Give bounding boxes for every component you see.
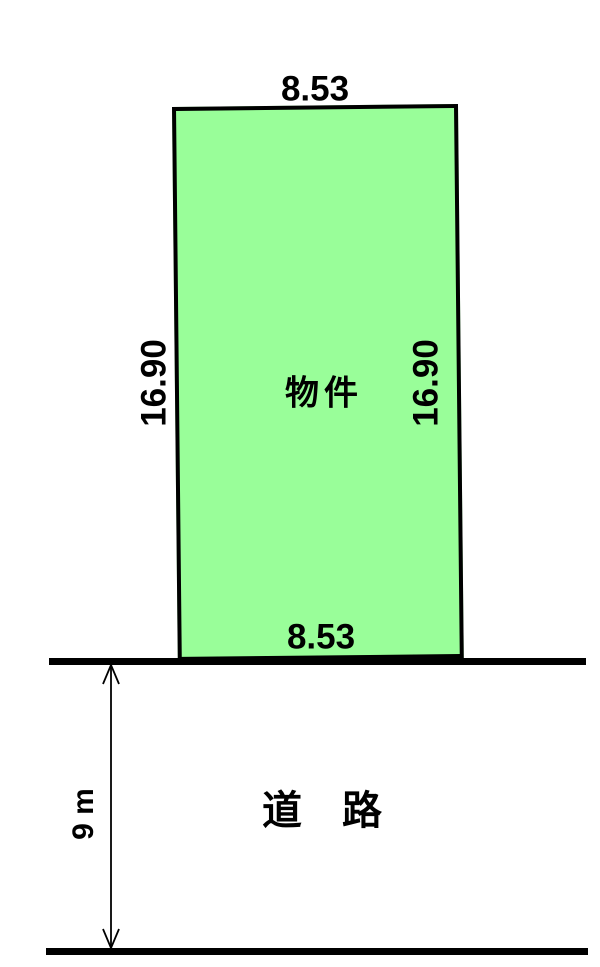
- bottom-frontage-dimension: 8.53: [286, 617, 356, 657]
- road-width-arrow-icon: [102, 663, 120, 950]
- road-width-dimension: 9 m: [67, 788, 100, 840]
- road-edge-line-near: [49, 658, 586, 665]
- parcel-label: 物件: [285, 373, 363, 414]
- right-depth-dimension: 16.90: [406, 339, 446, 427]
- left-depth-dimension: 16.90: [134, 339, 174, 427]
- road-label: 道 路: [262, 788, 382, 834]
- road-edge-line-far: [46, 948, 588, 955]
- top-frontage-dimension: 8.53: [280, 69, 350, 109]
